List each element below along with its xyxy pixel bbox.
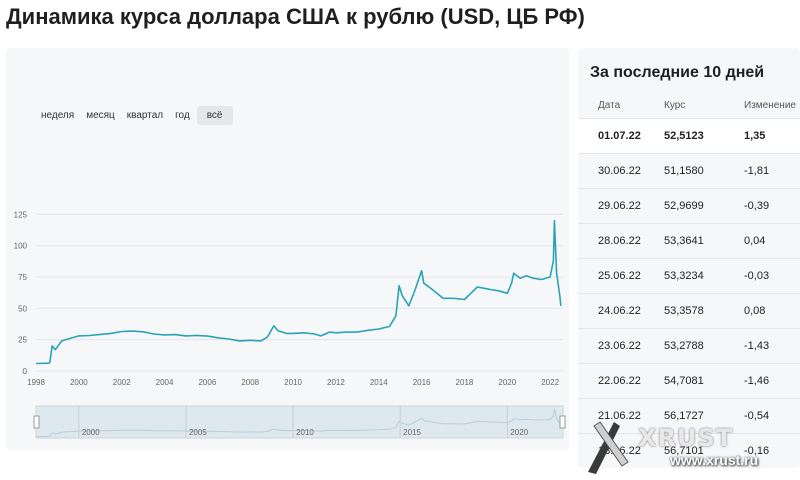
navigator-tick-label: 2020 [510,428,528,437]
table-row: 01.07.22 52,5123 1,35 [578,118,800,154]
tab-month[interactable]: месяц [86,110,115,121]
cell-rate: 52,9699 [664,200,704,212]
cell-rate: 56,1727 [664,410,704,422]
table-row: 28.06.22 53,3641 0,04 [578,223,800,259]
cell-rate: 53,3234 [664,270,704,282]
cell-date: 30.06.22 [598,165,641,177]
navigator-handle-right [559,415,566,429]
cell-change: 0,08 [744,305,766,317]
table-row: 30.06.22 51,1580 -1,81 [578,153,800,189]
cell-rate: 53,3641 [664,235,704,247]
cell-date: 21.06.22 [598,410,641,422]
navigator-handle-left [33,415,40,429]
watermark-url: www.xrust.ru [670,452,759,468]
x-tick-label: 2006 [198,378,216,387]
cell-rate: 53,2788 [664,340,704,352]
navigator-tick-label: 2000 [82,428,100,437]
cell-rate: 56,7101 [664,445,704,457]
cell-change: -1,43 [744,340,770,352]
x-tick-label: 2014 [370,378,388,387]
cell-date: 22.06.22 [598,375,641,387]
cell-change: -1,46 [744,375,770,387]
tab-quarter[interactable]: квартал [126,110,164,121]
rates-table-panel: За последние 10 дней Дата Курс Изменение… [578,48,800,468]
watermark: XRUST www.xrust.ru [578,410,800,480]
header-change: Изменение [744,100,796,111]
tab-year[interactable]: год [175,110,190,121]
y-tick-label: 100 [14,242,28,251]
cell-change: -1,81 [744,165,770,177]
y-tick-label: 25 [18,336,27,345]
table-row: 24.06.22 53,3578 0,08 [578,293,800,329]
navigator-tick-label: 2005 [189,428,207,437]
period-tabs: неделя месяц квартал год всё [36,106,235,125]
x-tick-label: 2012 [327,378,345,387]
navigator-tick-label: 2010 [296,428,314,437]
navigator-line [36,408,562,437]
x-tick-label: 2010 [284,378,302,387]
cell-date: 01.07.22 [598,130,641,142]
cell-rate: 52,5123 [664,130,704,142]
x-logo-icon [588,421,629,474]
x-tick-label: 2020 [498,378,516,387]
x-tick-label: 2000 [70,378,88,387]
cell-date: 23.06.22 [598,340,641,352]
chart-panel: неделя месяц квартал год всё 0 25 50 75 100 1… [6,48,569,450]
cell-rate: 54,7081 [664,375,704,387]
cell-change: 1,35 [744,130,766,142]
cell-change: -0,54 [744,410,770,422]
cell-date: 24.06.22 [598,305,641,317]
cell-change: -0,03 [744,270,770,282]
table-row: 22.06.22 54,7081 -1,46 [578,363,800,399]
tab-week[interactable]: неделя [41,110,75,121]
cell-change: -0,39 [744,200,770,212]
x-tick-label: 2008 [241,378,259,387]
cell-rate: 51,1580 [664,165,704,177]
navigator-tick-label: 2015 [403,428,421,437]
y-tick-label: 75 [18,273,27,282]
x-tick-label: 2004 [156,378,174,387]
usd-rub-chart: 0 25 50 75 100 125 1998 2000 2002 2004 2006 2008 201… [14,210,566,439]
x-tick-label: 2018 [456,378,474,387]
x-tick-label: 1998 [27,378,45,387]
tab-all[interactable]: всё [196,106,233,125]
y-tick-label: 125 [14,210,28,219]
cell-rate: 53,3578 [664,305,704,317]
cell-date: 28.06.22 [598,235,641,247]
x-tick-label: 2016 [413,378,431,387]
header-rate: Курс [664,100,686,111]
table-title: За последние 10 дней [590,64,765,81]
series-line [35,219,562,365]
page-title: Динамика курса доллара США к рублю (USD,… [6,4,585,29]
cell-date: 25.06.22 [598,270,641,282]
table-row: 21.06.22 56,1727 -0,54 [578,398,800,434]
cell-change: -0,16 [744,445,770,457]
y-tick-label: 50 [18,304,27,313]
header-date: Дата [598,100,621,111]
cell-date: 29.06.22 [598,200,641,212]
table-row: 29.06.22 52,9699 -0,39 [578,188,800,224]
cell-change: 0,04 [744,235,766,247]
y-tick-label: 0 [23,367,28,376]
table-row: 23.06.22 53,2788 -1,43 [578,328,800,364]
x-tick-label: 2002 [113,378,131,387]
table-row: 25.06.22 53,3234 -0,03 [578,258,800,294]
x-tick-label: 2022 [541,378,559,387]
watermark-brand: XRUST [638,424,734,452]
